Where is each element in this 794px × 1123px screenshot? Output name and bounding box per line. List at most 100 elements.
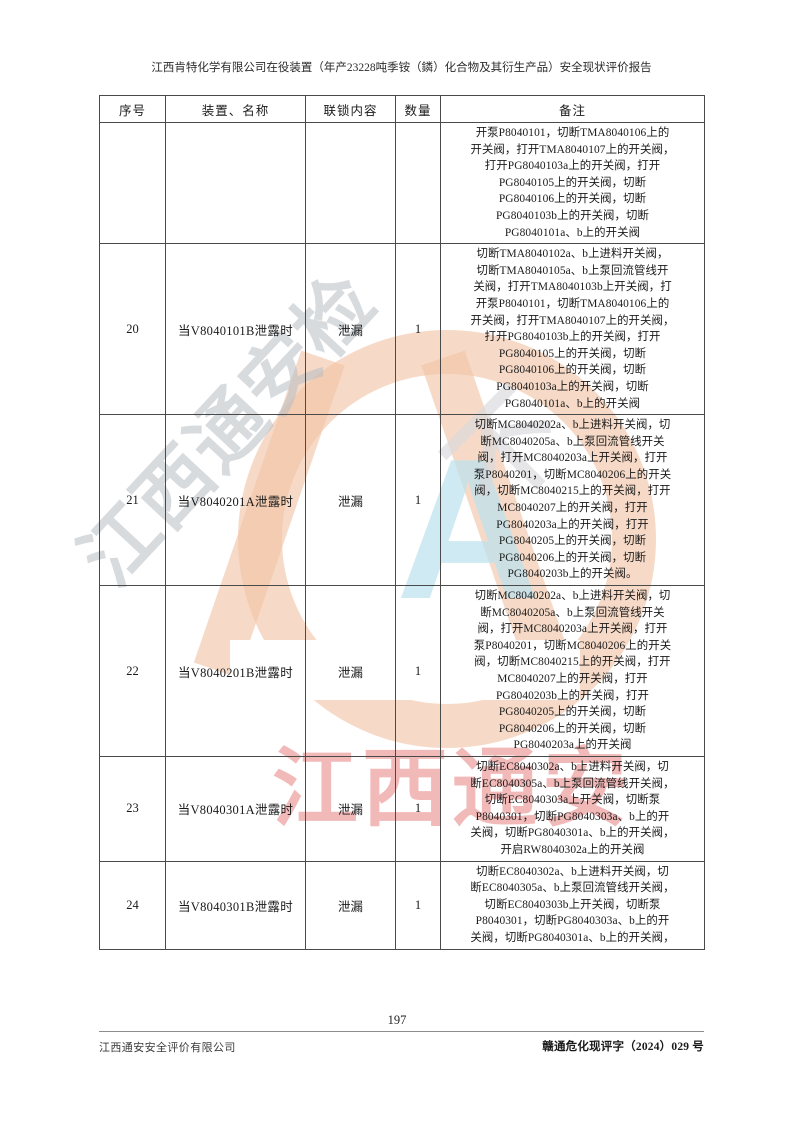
row-remark: 切断MC8040202a、b上进料开关阀，切 断MC8040205a、b上泵回流管… (440, 414, 705, 587)
row-device-name: 当V8040201B泄露时 (165, 585, 306, 757)
table-row: 21 当V8040201A泄露时 泄漏 1 切断MC8040202a、b上进料开关阀，切… (99, 414, 705, 587)
remark-line: 关阀，打开TMA8040103b上开关阀，打 (473, 281, 672, 294)
row-sequence-number: 21 (99, 414, 166, 587)
row-interlock-content: 泄漏 (305, 414, 396, 587)
table-row: 22 当V8040201B泄露时 泄漏 1 切断MC8040202a、b上进料开关阀，切… (99, 585, 705, 757)
remark-line: P8040301，切断PG8040303a、b上的开 (475, 810, 670, 823)
row-sequence-number: 24 (99, 860, 166, 950)
column-header-no: 序号 (99, 95, 166, 123)
row-device-name (165, 121, 306, 245)
remark-line: P8040301，切断PG8040303a、b上的开 (475, 915, 670, 928)
remark-line: 切断EC8040302a、b上进料开关阀，切 (476, 760, 669, 773)
row-remark: 开泵P8040101，切断TMA8040106上的 开关阀，打开TMA804010… (440, 121, 705, 245)
table-row: 20 当V8040101B泄露时 泄漏 1 切断TMA8040102a、b上进料开关阀，… (99, 243, 705, 416)
row-device-name: 当V8040101B泄露时 (165, 243, 306, 416)
remark-line: 开启RW8040302a上的开关阀 (500, 843, 645, 856)
remark-line: PG8040203a上的开关阀，打开 (496, 518, 649, 531)
column-header-lock: 联锁内容 (305, 95, 396, 123)
remark-line: PG8040105上的开关阀，切断 (498, 347, 647, 360)
remark-line: 关阀，切断PG8040301a、b上的开关阀， (470, 827, 675, 840)
remark-line: PG8040205上的开关阀，切断 (498, 706, 647, 719)
table-body: 开泵P8040101，切断TMA8040106上的 开关阀，打开TMA804010… (99, 121, 705, 950)
remark-line: PG8040203b上的开关阀，打开 (495, 689, 650, 702)
row-quantity (395, 121, 441, 245)
remark-line: 开泵P8040101，切断TMA8040106上的 (475, 297, 670, 310)
column-header-remark: 备注 (440, 95, 705, 123)
remark-line: PG8040103b上的开关阀，切断 (495, 209, 650, 222)
remark-line: 关阀，切断PG8040301a、b上的开关阀， (470, 931, 675, 944)
document-header-title: 江西肯特化学有限公司在役装置（年产23228吨季铵（鏻）化合物及其衍生产品）安全… (151, 62, 652, 74)
remark-line: 开关阀，打开TMA8040107上的开关阀， (470, 143, 675, 156)
remark-line: PG8040205上的开关阀，切断 (498, 535, 647, 548)
row-remark: 切断TMA8040102a、b上进料开关阀， 切断TMA8040105a、b上泵回… (440, 243, 705, 416)
row-interlock-content: 泄漏 (305, 755, 396, 862)
remark-line: PG8040103a上的开关阀，切断 (496, 380, 649, 393)
remark-line: 切断EC8040303a上开关阀，切断泵 (484, 794, 661, 807)
remark-line: PG8040101a、b上的开关阀 (504, 397, 641, 410)
remark-line: 阀，打开MC8040203a上开关阀，打开 (477, 452, 668, 465)
remark-line: 打开PG8040103b上的开关阀，打开 (484, 331, 661, 344)
row-sequence-number: 20 (99, 243, 166, 416)
row-sequence-number: 23 (99, 755, 166, 862)
row-quantity: 1 (395, 755, 441, 862)
remark-line: PG8040106上的开关阀，切断 (498, 193, 647, 206)
footer-company: 江西通安安全评价有限公司 (99, 1042, 236, 1054)
remark-line: PG8040106上的开关阀，切断 (498, 364, 647, 377)
remark-line: 断MC8040205a、b上泵回流管线开关 (480, 606, 665, 619)
remark-line: 切断EC8040303b上开关阀，切断泵 (484, 898, 661, 911)
row-interlock-content: 泄漏 (305, 243, 396, 416)
row-interlock-content (305, 121, 396, 245)
row-remark: 切断EC8040302a、b上进料开关阀，切 断EC8040305a、b上泵回流管… (440, 860, 705, 950)
column-header-name: 装置、名称 (165, 95, 306, 123)
remark-line: 阀，切断MC8040215上的开关阀，打开 (474, 656, 671, 669)
remark-line: 泵P8040201，切断MC8040206上的开关 (473, 468, 672, 481)
remark-line: MC8040207上的开关阀，打开 (497, 502, 648, 515)
remark-line: PG8040203b上的开关阀。 (507, 568, 638, 581)
row-quantity: 1 (395, 414, 441, 587)
table-row: 24 当V8040301B泄露时 泄漏 1 切断EC8040302a、b上进料开关阀，切… (99, 860, 705, 950)
interlock-table: 序号 装置、名称 联锁内容 数量 备注 开泵P8040101，切断TMA8040… (99, 95, 705, 950)
remark-line: 切断TMA8040105a、b上泵回流管线开 (476, 264, 669, 277)
row-quantity: 1 (395, 585, 441, 757)
row-device-name: 当V8040301B泄露时 (165, 860, 306, 950)
remark-line: 断EC8040305a、b上泵回流管线开关阀， (470, 882, 675, 895)
row-device-name: 当V8040201A泄露时 (165, 414, 306, 587)
row-quantity: 1 (395, 243, 441, 416)
remark-line: 打开PG8040103a上的开关阀，打开 (484, 160, 661, 173)
remark-line: 阀，打开MC8040203a上开关阀，打开 (477, 623, 668, 636)
row-device-name: 当V8040301A泄露时 (165, 755, 306, 862)
row-interlock-content: 泄漏 (305, 585, 396, 757)
remark-line: 泵P8040201，切断MC8040206上的开关 (473, 639, 672, 652)
row-interlock-content: 泄漏 (305, 860, 396, 950)
row-remark: 切断MC8040202a、b上进料开关阀，切 断MC8040205a、b上泵回流管… (440, 585, 705, 757)
remark-line: 断MC8040205a、b上泵回流管线开关 (480, 435, 665, 448)
table-row: 23 当V8040301A泄露时 泄漏 1 切断EC8040302a、b上进料开关阀，切… (99, 755, 705, 862)
row-sequence-number (99, 121, 166, 245)
remark-line: 切断TMA8040102a、b上进料开关阀， (476, 248, 669, 261)
remark-line: PG8040203a上的开关阀 (513, 739, 632, 752)
remark-line: 切断MC8040202a、b上进料开关阀，切 (474, 590, 671, 603)
remark-line: 阀，切断MC8040215上的开关阀，打开 (474, 485, 671, 498)
remark-line: 切断MC8040202a、b上进料开关阀，切 (474, 419, 671, 432)
table-row: 开泵P8040101，切断TMA8040106上的 开关阀，打开TMA804010… (99, 121, 705, 245)
remark-line: PG8040105上的开关阀，切断 (498, 176, 647, 189)
remark-line: 断EC8040305a、b上泵回流管线开关阀， (470, 777, 675, 790)
page-number: 197 (387, 1013, 407, 1027)
remark-line: 切断EC8040302a、b上进料开关阀，切 (476, 865, 669, 878)
table-header: 序号 装置、名称 联锁内容 数量 备注 (99, 95, 705, 123)
column-header-qty: 数量 (395, 95, 441, 123)
remark-line: PG8040206上的开关阀，切断 (498, 551, 647, 564)
remark-line: 开泵P8040101，切断TMA8040106上的 (475, 127, 670, 139)
remark-line: PG8040206上的开关阀，切断 (498, 722, 647, 735)
row-sequence-number: 22 (99, 585, 166, 757)
row-remark: 切断EC8040302a、b上进料开关阀，切 断EC8040305a、b上泵回流管… (440, 755, 705, 862)
remark-line: PG8040101a、b上的开关阀 (504, 226, 641, 239)
remark-line: 开关阀，打开TMA8040107上的开关阀， (470, 314, 675, 327)
table-header-row: 序号 装置、名称 联锁内容 数量 备注 (99, 95, 705, 123)
footer-divider (99, 1031, 704, 1032)
remark-line: MC8040207上的开关阀，打开 (497, 673, 648, 685)
row-quantity: 1 (395, 860, 441, 950)
footer-doc-number: 赣通危化现评字（2024）029 号 (542, 1041, 704, 1053)
